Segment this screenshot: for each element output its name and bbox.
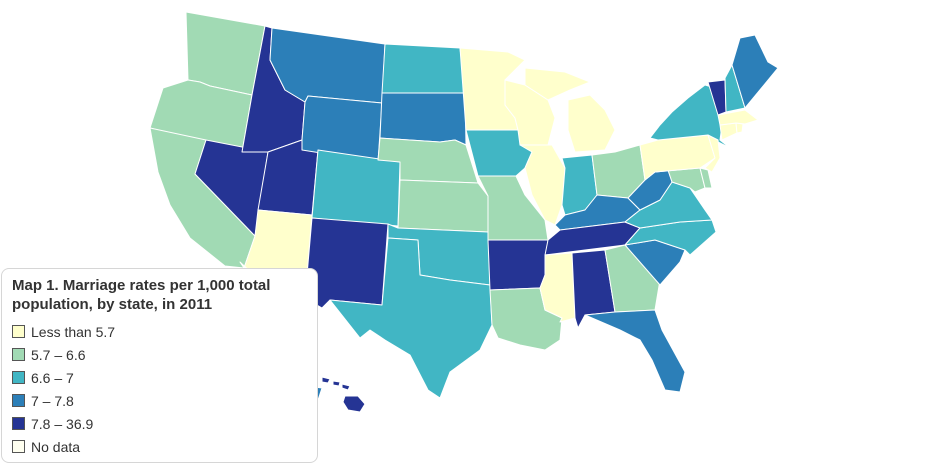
legend-swatch <box>12 417 25 430</box>
state-MI <box>524 67 616 153</box>
legend-label: 6.6 – 7 <box>31 369 74 386</box>
state-SD <box>379 92 467 146</box>
legend-label: 7 – 7.8 <box>31 392 74 409</box>
state-ND <box>381 43 466 94</box>
legend-item: 6.6 – 7 <box>12 366 307 389</box>
legend-item: 7.8 – 36.9 <box>12 412 307 435</box>
state-MT <box>269 27 386 104</box>
legend-swatch <box>12 371 25 384</box>
legend-item: 7 – 7.8 <box>12 389 307 412</box>
map-legend: Map 1. Marriage rates per 1,000 total po… <box>1 268 318 463</box>
legend-label: 5.7 – 6.6 <box>31 346 86 363</box>
state-CO <box>311 149 401 227</box>
legend-label: Less than 5.7 <box>31 323 116 340</box>
legend-swatch <box>12 440 25 453</box>
state-NJ <box>704 134 721 173</box>
state-RI <box>735 122 744 134</box>
legend-label: 7.8 – 36.9 <box>31 415 94 432</box>
state-HI <box>321 376 366 413</box>
state-MA <box>717 109 759 126</box>
state-IL <box>519 144 566 226</box>
state-FL <box>584 309 686 393</box>
legend-item: No data <box>12 435 307 458</box>
state-ME <box>731 34 779 109</box>
state-MO <box>477 175 549 241</box>
state-KS <box>397 179 489 233</box>
legend-swatch <box>12 394 25 407</box>
legend-swatch <box>12 348 25 361</box>
legend-title: Map 1. Marriage rates per 1,000 total po… <box>12 277 271 313</box>
state-GA <box>604 244 661 313</box>
legend-swatch <box>12 325 25 338</box>
legend-item: 5.7 – 6.6 <box>12 343 307 366</box>
state-CT <box>719 122 738 141</box>
legend-label: No data <box>31 438 81 455</box>
state-WY <box>301 95 383 163</box>
state-TX <box>329 237 493 399</box>
state-DE <box>699 167 713 189</box>
state-AR <box>487 239 549 291</box>
legend-item: Less than 5.7 <box>12 320 307 343</box>
